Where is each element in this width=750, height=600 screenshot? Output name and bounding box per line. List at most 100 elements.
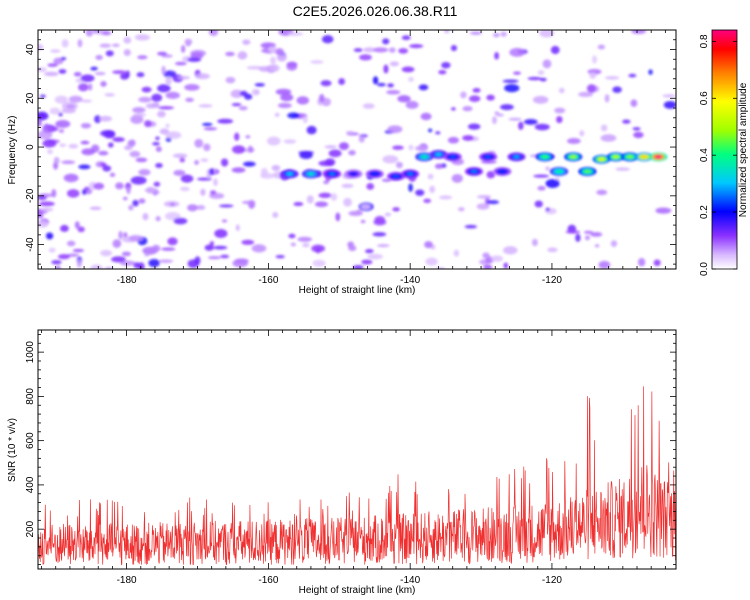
spectrogram-noise-blob [423,198,432,204]
spectrogram-noise-blob [49,107,61,115]
spectrogram-noise-blob [158,106,175,110]
spectrogram-noise-blob [320,80,332,87]
spectrogram-noise-blob [84,189,93,195]
spectrogram-noise-blob [467,123,481,130]
spectrogram-noise-blob [123,36,132,44]
spectrogram-noise-blob [537,185,546,191]
spectrogram-noise-blob [439,195,453,200]
spectrogram-noise-blob [373,47,389,53]
spectrogram-noise-blob [418,84,429,91]
spectrogram-noise-blob [554,107,566,114]
spectrogram-noise-blob [80,140,90,145]
spectrogram-noise-blob [360,203,371,210]
spectrogram-noise-blob [138,96,152,103]
spectrogram-noise-blob [225,76,236,84]
spectrogram-noise-blob [409,44,424,49]
spectrogram-signal-core [598,157,605,162]
spectrogram-noise-blob [504,84,520,93]
spectrogram-noise-blob [172,153,188,159]
spectrogram-noise-blob [195,73,210,80]
spectrogram-signal-core [655,155,662,159]
spectrogram-noise-blob [99,115,113,122]
snr-x-tick-label: -120 [542,575,562,586]
spectrogram-noise-blob [118,230,123,240]
spectrogram-noise-blob [477,194,492,199]
spectrogram-noise-blob [318,94,325,103]
spectrogram-noise-blob [615,167,631,171]
spectrogram-noise-blob [68,143,79,149]
spectrogram-noise-blob [596,189,608,196]
spectrogram-noise-blob [338,78,346,85]
spectrogram-noise-blob [78,164,91,170]
spectrogram-noise-blob [405,100,419,109]
spectrogram-noise-blob [335,212,341,222]
spectrogram-noise-blob [420,112,432,121]
spectrogram-noise-blob [556,116,563,124]
spectrogram-noise-blob [251,244,267,253]
spectrogram-noise-blob [155,163,163,169]
spectrogram-noise-blob [302,242,310,248]
spectrogram-noise-blob [100,80,107,87]
spectrogram-noise-blob [496,113,504,117]
spectrogram-noise-blob [275,254,285,259]
spectrogram-noise-blob [144,253,150,257]
spectrogram-noise-blob [155,146,162,152]
spectrogram-noise-blob [415,145,429,152]
spectrogram-noise-blob [600,124,608,132]
spectrogram-noise-blob [579,130,585,137]
spectrogram-noise-blob [66,240,76,247]
spectrogram-noise-blob [532,95,549,104]
spectrogram-noise-blob [194,138,204,148]
spectrogram-noise-blob [54,95,68,104]
spectrogram-noise-blob [297,236,313,242]
spectrogram-noise-blob [209,190,217,195]
spectrogram-noise-blob [280,93,294,102]
spectrogram-noise-blob [112,70,127,75]
spectrogram-chart: -180 -160 -140 -120 -40 -20 0 20 40 Height of s… [7,29,677,296]
spectrogram-noise-blob [115,182,124,190]
spectrogram-noise-blob [539,30,555,38]
spectrogram-noise-blob [247,145,253,153]
spectrogram-noise-blob [234,132,240,141]
spectrogram-noise-blob [53,57,64,65]
spectrogram-noise-blob [58,112,63,117]
spectrogram-noise-blob [377,83,386,87]
spectrogram-noise-blob [352,265,364,269]
spectrogram-noise-blob [434,163,444,169]
spectrogram-noise-blob [509,47,525,57]
spectrogram-noise-blob [237,51,248,60]
spectrogram-noise-blob [382,155,399,164]
spectrogram-noise-blob [180,174,194,183]
spectrogram-noise-blob [63,173,79,183]
spectrogram-noise-blob [382,38,390,45]
spectrogram-noise-blob [53,162,59,169]
spectrogram-noise-blob [148,258,160,268]
spectrogram-noise-blob [138,168,151,176]
spectrogram-noise-blob [187,204,198,212]
spectrogram-noise-blob [427,173,434,180]
spectrogram-noise-blob [112,43,120,48]
spectrogram-noise-blob [225,51,235,57]
spectrogram-noise-blob [93,182,105,190]
spectrogram-noise-blob [231,167,246,173]
spectrogram-noise-blob [384,212,392,217]
spectrogram-noise-blob [214,229,228,238]
spectrogram-noise-blob [208,168,215,176]
spectrogram-noise-blob [187,57,202,63]
spectrogram-y-tick-label: -40 [25,237,36,252]
spectrogram-x-tick-label: -180 [117,275,137,286]
spectrogram-noise-blob [486,200,500,205]
spectrogram-noise-blob [323,180,330,185]
spectrogram-signal-core [470,169,478,174]
spectrogram-noise-blob [310,60,324,64]
spectrogram-noise-blob [39,94,46,98]
spectrogram-noise-blob [241,239,255,245]
spectrogram-noise-blob [130,114,144,124]
spectrogram-noise-blob [271,165,281,171]
spectrogram-noise-blob [85,30,94,37]
spectrogram-noise-blob [534,123,550,131]
spectrogram-noise-blob [43,71,59,77]
spectrogram-noise-blob [287,112,300,119]
spectrogram-signal-core [406,172,414,176]
spectrogram-noise-blob [550,45,560,55]
